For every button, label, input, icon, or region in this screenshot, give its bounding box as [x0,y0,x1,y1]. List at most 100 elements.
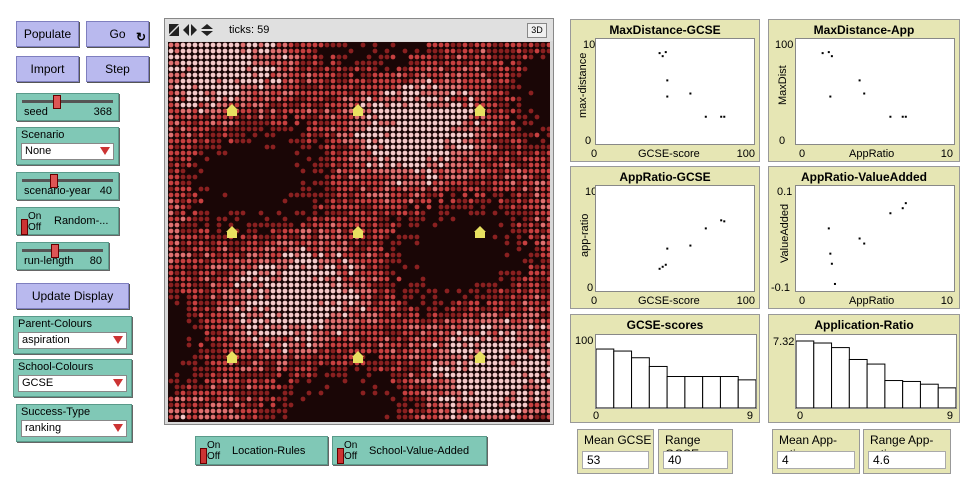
household-patch [186,204,192,210]
school-value-added-switch[interactable]: On Off School-Value-Added [332,436,487,465]
household-patch [348,162,354,168]
household-patch [420,60,426,66]
household-patch [234,342,240,348]
household-patch [204,348,210,354]
household-patch [492,348,498,354]
go-button[interactable]: Go ↻ [86,21,149,47]
populate-button[interactable]: Populate [16,21,79,47]
household-patch [480,144,486,150]
household-patch [312,240,318,246]
slider-track[interactable] [22,100,113,103]
household-patch [282,336,288,342]
household-patch [342,210,348,216]
household-patch [276,336,282,342]
scenario-year-slider[interactable]: scenario-year 40 [16,172,119,200]
household-patch [414,150,420,156]
household-patch [306,78,312,84]
household-patch [402,192,408,198]
3d-button[interactable]: 3D [527,23,547,38]
household-patch [414,162,420,168]
household-patch [486,150,492,156]
household-patch [378,354,384,360]
switch-lever[interactable] [337,448,344,464]
household-patch [546,132,550,138]
seed-slider[interactable]: seed 368 [16,93,119,121]
household-patch [510,60,516,66]
household-patch [510,414,516,420]
household-patch [474,366,480,372]
location-rules-switch[interactable]: On Off Location-Rules [195,436,328,465]
household-patch [528,186,534,192]
household-patch [492,162,498,168]
household-patch [318,114,324,120]
view-control-icons[interactable] [169,24,215,36]
switch-toggle[interactable]: On Off [200,440,220,464]
household-patch [258,90,264,96]
household-patch [312,180,318,186]
household-patch [378,228,384,234]
chooser-value-box[interactable]: ranking [21,420,127,437]
import-button[interactable]: Import [16,56,79,82]
school-colours-chooser[interactable]: School-Colours GCSE [13,359,132,397]
switch-lever[interactable] [200,448,207,464]
household-patch [294,258,300,264]
slider-track[interactable] [22,249,103,252]
slider-knob[interactable] [50,174,59,188]
household-patch [228,312,234,318]
household-patch [444,84,450,90]
household-patch [420,354,426,360]
household-patch [456,150,462,156]
switch-lever[interactable] [21,219,28,235]
household-patch [336,246,342,252]
household-patch [288,360,294,366]
household-patch [522,330,528,336]
household-patch [516,270,522,276]
household-patch [282,114,288,120]
household-patch [174,54,180,60]
slider-track[interactable] [22,179,113,182]
update-display-button[interactable]: Update Display [16,283,129,309]
success-type-chooser[interactable]: Success-Type ranking [16,404,132,442]
chooser-value-box[interactable]: GCSE [18,375,127,392]
switch-toggle[interactable]: On Off [21,211,41,235]
household-patch [252,384,258,390]
household-patch [324,90,330,96]
household-patch [534,174,540,180]
household-patch [246,258,252,264]
slider-knob[interactable] [50,244,59,258]
step-button[interactable]: Step [86,56,149,82]
household-patch [318,66,324,72]
household-patch [450,378,456,384]
household-patch [432,90,438,96]
household-patch [300,300,306,306]
slider-knob[interactable] [52,95,61,109]
household-patch [342,138,348,144]
chooser-value-box[interactable]: aspiration [18,332,127,349]
household-patch [246,264,252,270]
run-length-slider[interactable]: run-length 80 [16,242,109,270]
household-patch [522,168,528,174]
household-patch [246,354,252,360]
household-patch [420,396,426,402]
household-patch [270,384,276,390]
household-patch [462,198,468,204]
household-patch [372,48,378,54]
switch-toggle[interactable]: On Off [337,440,357,464]
household-patch [174,264,180,270]
scatter-point [904,115,907,118]
household-patch [276,48,282,54]
parent-colours-chooser[interactable]: Parent-Colours aspiration [13,316,132,354]
scenario-chooser[interactable]: Scenario None [16,127,119,165]
household-patch [306,264,312,270]
household-patch [534,372,540,378]
household-patch [546,270,550,276]
household-patch [384,222,390,228]
household-patch [480,72,486,78]
household-patch [444,354,450,360]
household-patch [546,246,550,252]
chooser-value-box[interactable]: None [21,143,114,160]
household-patch [444,378,450,384]
random-switch[interactable]: On Off Random-... [16,207,119,235]
household-patch [210,348,216,354]
world-canvas[interactable] [168,42,550,422]
